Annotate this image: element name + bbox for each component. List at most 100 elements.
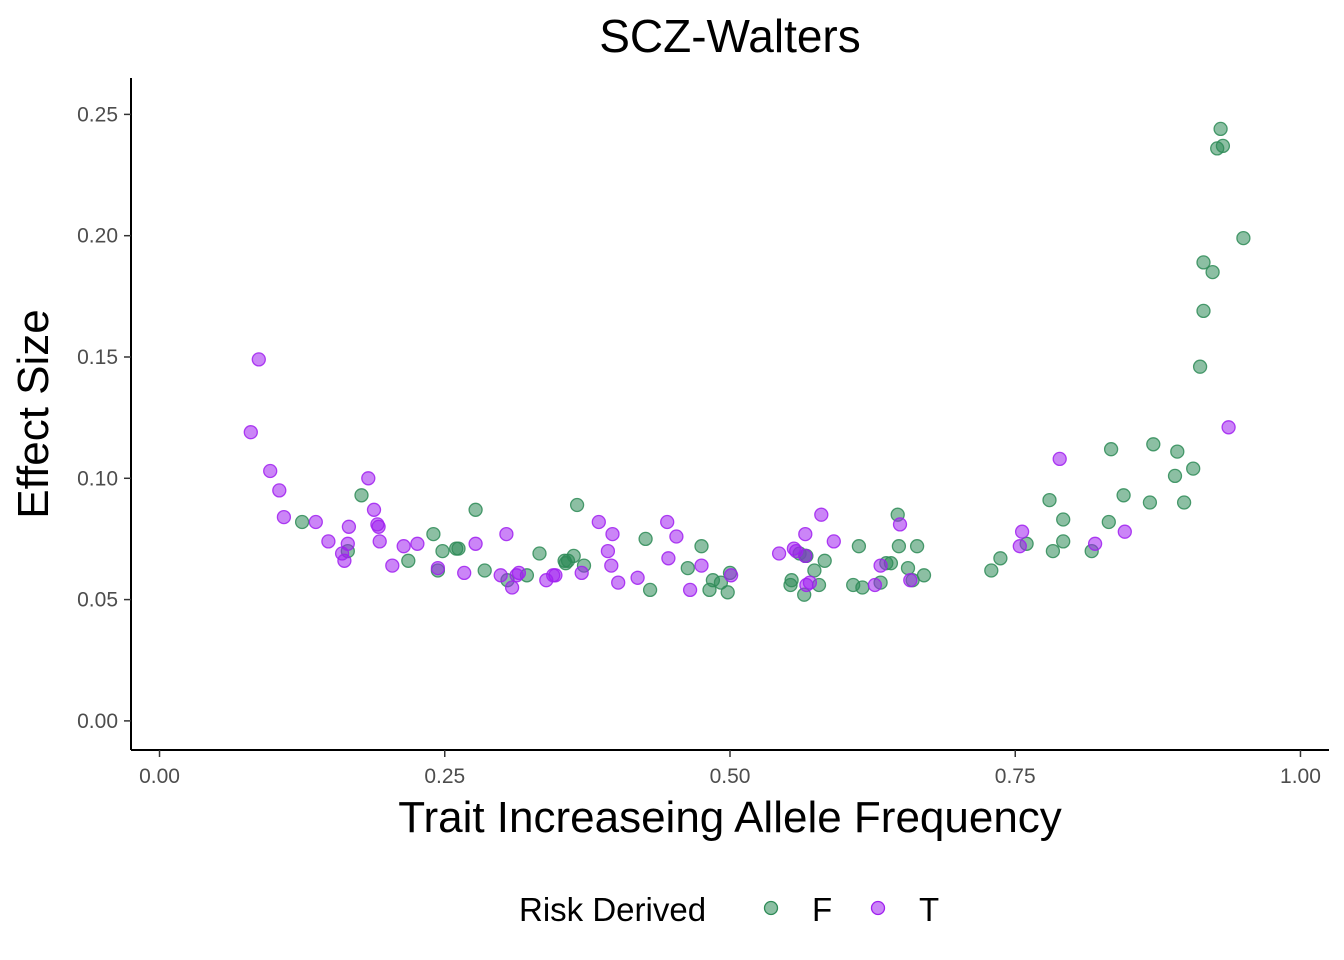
data-point-f [354,488,369,503]
data-point-t [682,582,698,598]
data-point-f [435,543,450,559]
data-point-f [720,585,735,600]
data-point-t [873,558,888,573]
data-point-f [909,539,925,554]
data-point-t [337,553,352,568]
x-axis-title: Trait Increaseing Allele Frequency [398,793,1062,842]
data-point-f [426,526,441,542]
data-point-t [548,568,563,583]
data-point-f [993,551,1008,566]
data-point-t [600,543,616,559]
data-point-f [817,553,832,568]
x-tick-label: 0.25 [424,765,465,788]
data-point-t [372,534,387,549]
data-point-t [723,568,739,583]
data-point-t [1087,536,1103,551]
data-point-t [396,539,411,554]
data-point-t [661,551,676,566]
data-point-f [855,580,870,595]
data-point-f [451,541,466,556]
data-point-f [1045,543,1061,559]
data-point-t [468,536,483,551]
data-point-t [694,558,709,573]
data-point-t [798,548,813,564]
legend-marker-t [870,900,886,916]
x-tick-label: 0.50 [710,765,751,788]
data-point-t [605,526,620,542]
data-point-t [669,529,684,544]
legend-label-t: T [919,891,939,928]
data-point-t [611,575,626,590]
legend-title: Risk Derived [519,891,706,928]
data-point-t [493,568,508,583]
data-point-f [1213,121,1228,137]
data-point-t [1012,539,1027,554]
data-point-f [1103,442,1119,457]
data-point-t [499,526,514,542]
data-point-t [1014,524,1030,539]
data-point-t [660,514,675,530]
data-point-f [1056,512,1071,527]
data-point-t [263,463,278,479]
x-tick-label: 0.00 [139,765,180,788]
data-point-f [642,582,658,598]
data-point-f [1142,495,1158,510]
data-point-f [569,497,585,513]
data-point-f [1146,437,1161,452]
data-point-t [1221,420,1236,435]
data-point-f [807,563,822,578]
data-point-t [457,565,472,581]
data-point-f [784,573,799,588]
data-point-t [340,536,355,551]
data-point-f [1167,468,1183,484]
data-point-t [574,565,589,581]
data-point-f [468,502,483,517]
data-point-t [802,575,818,590]
data-point-t [814,507,829,522]
data-point-t [591,514,606,530]
data-point-t [321,534,336,549]
y-tick-label: 0.20 [77,225,118,248]
data-point-t [272,483,287,498]
data-point-f [1196,255,1211,270]
data-point-t [308,514,323,530]
data-point-t [276,509,292,525]
data-point-f [1170,444,1185,459]
data-point-t [385,558,400,573]
data-point-f [984,563,999,578]
y-tick-label: 0.25 [77,103,118,126]
data-point-t [341,519,357,534]
data-point-f [1116,488,1131,503]
data-point-t [826,534,841,549]
data-point-f [532,546,547,561]
data-point-f [1196,303,1211,319]
legend: Risk Derived F T [519,891,939,928]
data-point-t [504,580,520,595]
data-point-t [361,471,376,486]
data-point-f [1042,492,1057,508]
chart-title: SCZ-Walters [599,10,861,62]
data-point-f [713,575,729,590]
data-point-t [243,425,258,440]
x-tick-label: 0.75 [995,765,1036,788]
data-point-f [401,553,416,568]
legend-label-f: F [812,891,832,928]
data-point-f [566,548,581,564]
data-point-t [903,573,918,588]
data-point-t [798,526,813,542]
data-point-f [851,539,867,554]
x-tick-label: 1.00 [1280,765,1321,788]
y-tick-label: 0.00 [77,710,118,733]
y-axis-title: Effect Size [9,309,58,519]
y-tick-label: 0.10 [77,467,118,490]
plot-points [243,121,1251,602]
data-point-f [477,563,492,578]
data-point-f [1215,138,1231,154]
data-point-t [867,577,883,593]
data-point-f [1186,461,1201,476]
legend-marker-f [763,900,779,916]
data-point-f [694,539,709,554]
y-tick-label: 0.15 [77,346,118,369]
data-point-f [891,539,907,554]
